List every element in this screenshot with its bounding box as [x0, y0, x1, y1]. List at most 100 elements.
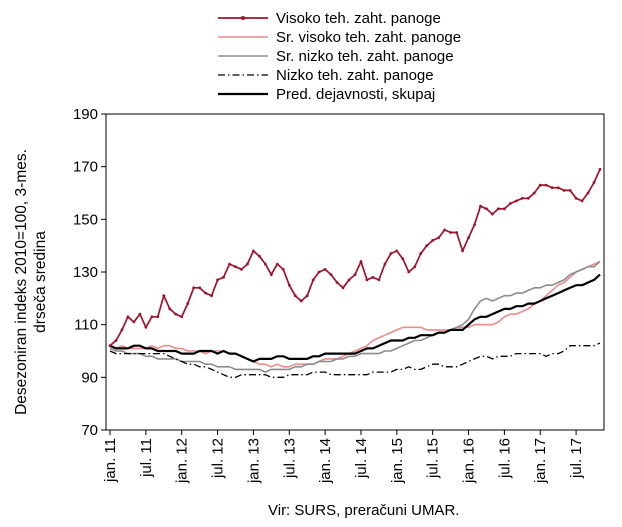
- series-point-0: [479, 204, 482, 208]
- series-point-0: [568, 188, 572, 192]
- series-point-0: [216, 278, 219, 282]
- x-tick-label: jul. 17: [568, 438, 585, 479]
- series-point-0: [574, 196, 578, 200]
- x-tick-label: jul. 16: [496, 438, 513, 479]
- series-point-0: [491, 212, 494, 216]
- x-axis: jan. 11 jul. 11 jan. 12 jul. 12 jan. 13 jul. …: [102, 430, 585, 484]
- series-point-0: [586, 191, 590, 195]
- x-tick-label: jan. 12: [174, 438, 191, 484]
- x-tick-label: jul. 15: [425, 438, 442, 479]
- legend-label-0: Visoko teh. zaht. panoge: [276, 10, 441, 27]
- legend-label-4: Pred. dejavnosti, skupaj: [276, 86, 435, 103]
- series-point-0: [455, 231, 458, 234]
- series-point-0: [359, 260, 363, 263]
- series-line-1: [109, 260, 601, 368]
- series-point-0: [401, 257, 405, 261]
- series-point-0: [335, 281, 339, 284]
- series-point-0: [246, 262, 249, 266]
- series-point-0: [407, 270, 411, 274]
- series-line-2: [109, 260, 601, 373]
- series-point-0: [186, 302, 190, 305]
- series-point-0: [383, 262, 387, 266]
- series-point-0: [461, 249, 464, 253]
- legend-label-2: Sr. nizko teh. zaht. panoge: [276, 48, 454, 65]
- legend-marker-0: [241, 16, 245, 20]
- series-point-0: [156, 315, 160, 319]
- series-point-0: [305, 294, 309, 298]
- y-tick-label: 90: [81, 369, 98, 386]
- series-point-0: [132, 320, 136, 324]
- series-point-0: [269, 273, 273, 277]
- y-tick-label: 130: [73, 264, 98, 281]
- x-tick-label: jan. 15: [389, 438, 406, 484]
- source-note: Vir: SURS, preračuni UMAR.: [268, 502, 460, 519]
- x-tick-label: jan. 14: [317, 438, 334, 484]
- series-line-3: [109, 342, 601, 378]
- series-point-0: [311, 278, 315, 282]
- y-tick-label: 190: [73, 106, 98, 123]
- series-point-0: [467, 236, 470, 240]
- series-point-0: [371, 275, 375, 279]
- series-line-4: [109, 273, 601, 363]
- series-point-0: [520, 196, 524, 200]
- series-point-0: [323, 267, 327, 271]
- series-point-0: [144, 325, 148, 329]
- series-point-0: [120, 328, 124, 332]
- series-point-0: [353, 273, 357, 277]
- series-point-0: [395, 249, 399, 253]
- x-tick-label: jan. 11: [102, 438, 119, 483]
- series-point-0: [377, 278, 381, 282]
- series-point-0: [287, 283, 291, 287]
- series-point-0: [556, 186, 560, 190]
- series-point-0: [514, 199, 518, 203]
- series-point-0: [538, 183, 542, 187]
- series-point-0: [174, 312, 178, 316]
- series-point-0: [341, 286, 345, 290]
- series-point-0: [419, 252, 423, 255]
- x-tick-label: jan. 17: [532, 438, 549, 484]
- series-group: [108, 167, 602, 378]
- series-point-0: [532, 191, 536, 195]
- series-point-0: [252, 249, 255, 253]
- series-point-0: [198, 286, 202, 290]
- series-point-0: [281, 267, 285, 271]
- series-point-0: [150, 315, 154, 319]
- x-tick-label: jul. 11: [138, 438, 155, 478]
- series-point-0: [180, 315, 184, 319]
- y-axis: 70 90 110 130 150 170 190: [73, 106, 106, 439]
- series-line-0: [109, 168, 601, 347]
- series-point-0: [431, 239, 435, 242]
- plot-area-frame: [105, 113, 605, 431]
- series-point-0: [365, 278, 369, 282]
- y-tick-label: 70: [81, 422, 98, 439]
- series-point-0: [228, 262, 231, 266]
- legend: Visoko teh. zaht. panoge Sr. visoko teh. …: [218, 10, 461, 103]
- series-point-0: [108, 344, 112, 348]
- x-tick-label: jan. 16: [461, 438, 478, 484]
- y-axis-title-line1: Desezoniran indeks 2010=100, 3-mes.: [13, 149, 30, 415]
- legend-label-3: Nizko teh. zaht. panoge: [276, 67, 434, 84]
- y-tick-label: 110: [74, 317, 98, 334]
- y-axis-title-line2: drseča sredina: [32, 231, 49, 333]
- y-tick-label: 150: [73, 211, 98, 228]
- y-tick-label: 170: [73, 159, 98, 176]
- series-point-0: [485, 207, 488, 211]
- series-point-0: [508, 202, 512, 205]
- series-point-0: [389, 252, 393, 255]
- series-point-0: [437, 236, 441, 240]
- series-point-0: [580, 199, 584, 203]
- series-point-0: [210, 294, 213, 298]
- x-tick-label: jul. 12: [210, 438, 227, 479]
- series-point-0: [550, 186, 554, 190]
- series-point-0: [413, 265, 417, 269]
- series-point-0: [263, 262, 267, 266]
- series-point-0: [257, 254, 261, 258]
- series-point-0: [497, 207, 500, 211]
- series-point-0: [598, 167, 602, 171]
- series-point-0: [293, 294, 297, 298]
- legend-label-1: Sr. visoko teh. zaht. panoge: [276, 29, 461, 46]
- series-point-0: [138, 312, 142, 316]
- series-point-0: [544, 183, 548, 187]
- series-point-0: [168, 307, 172, 311]
